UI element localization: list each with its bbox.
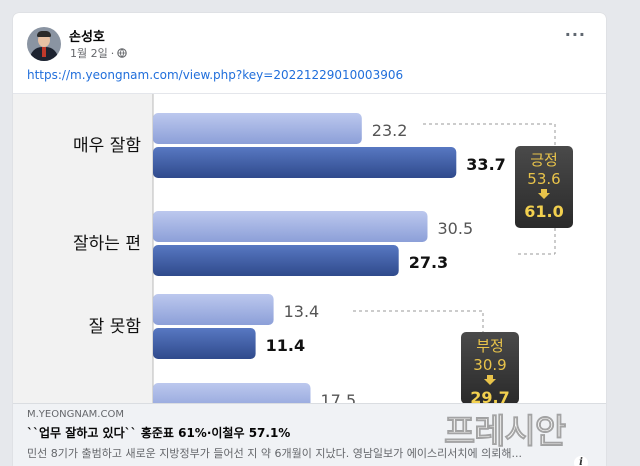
annotation-box [515,146,573,228]
globe-icon [117,48,127,58]
annotation-label: 긍정 [530,151,558,169]
connector-line [353,310,484,334]
facebook-post-card: 손성호 1월 2일 · ··· https://m.yeongnam.com/v… [13,13,606,466]
svg-text:프레시안: 프레시안 [444,412,566,451]
bar [153,211,428,242]
bar-value-label: 11.4 [266,336,305,355]
watermark: 프레시안 [442,409,632,460]
category-label: 매우 잘함 [73,136,141,156]
post-date[interactable]: 1월 2일 [70,47,108,60]
connector-line [518,228,556,255]
bar-value-label: 33.7 [466,155,505,174]
preview-description: 민선 8기가 출범하고 새로운 지방정부가 들어선 지 약 6개월이 지났다. … [27,447,522,460]
category-label: 잘하는 편 [73,234,141,254]
bar-value-label: 13.4 [284,302,320,321]
bar [153,328,256,359]
annotation-from: 53.6 [527,170,560,188]
bar-value-label: 30.5 [438,219,474,238]
post-link[interactable]: https://m.yeongnam.com/view.php?key=2022… [27,68,404,82]
bar [153,113,362,144]
preview-title[interactable]: ``업무 잘하고 있다`` 홍준표 61%·이철우 57.1% [27,426,291,440]
down-arrow-icon [538,189,550,199]
down-arrow-icon [484,375,496,385]
bar [153,294,274,325]
annotation-to: 61.0 [524,202,563,221]
annotation-from: 30.9 [473,356,506,374]
author-name[interactable]: 손성호 [69,30,105,45]
more-options-icon[interactable]: ··· [564,25,586,44]
annotation-box [461,332,519,403]
watermark-logo: 프레시안 [444,412,568,453]
link-preview[interactable]: M.YEONGNAM.COM ``업무 잘하고 있다`` 홍준표 61%·이철우… [13,403,606,466]
bar-value-label: 23.2 [372,121,408,140]
post-meta: 1월 2일 · [70,45,127,61]
bar [153,383,311,403]
bar [153,147,457,178]
annotation-label: 부정 [476,337,504,355]
meta-separator: · [110,46,115,60]
connector-line [423,123,556,146]
bar-value-label: 27.3 [409,253,448,272]
bar [153,245,399,276]
annotation-to: 29.7 [470,388,509,403]
avatar[interactable] [27,27,61,61]
bar-value-label: 17.5 [321,391,357,403]
info-icon[interactable]: i [574,456,588,466]
category-label: 잘 못함 [89,317,142,337]
preview-domain: M.YEONGNAM.COM [27,409,124,420]
